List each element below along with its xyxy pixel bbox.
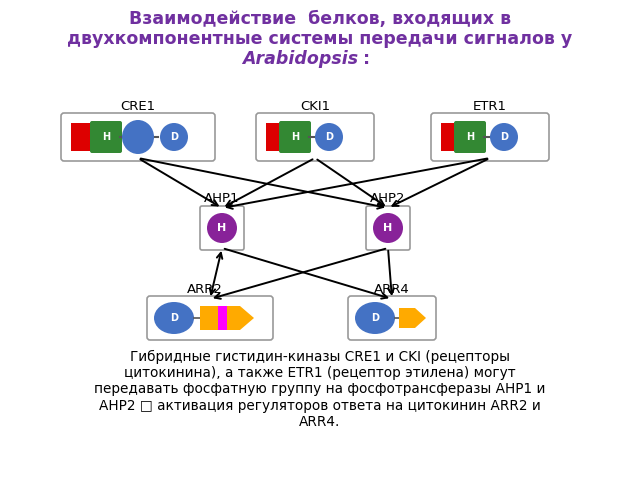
Text: Взаимодействие  белков, входящих в: Взаимодействие белков, входящих в	[129, 10, 511, 28]
Polygon shape	[415, 308, 426, 328]
FancyBboxPatch shape	[348, 296, 436, 340]
Text: AHP1: AHP1	[204, 192, 240, 205]
FancyBboxPatch shape	[256, 113, 374, 161]
Bar	[218, 306, 227, 330]
FancyBboxPatch shape	[61, 113, 215, 161]
Ellipse shape	[373, 213, 403, 243]
Ellipse shape	[160, 123, 188, 151]
FancyBboxPatch shape	[147, 296, 273, 340]
Bar	[441, 123, 469, 151]
Text: H: H	[466, 132, 474, 142]
Ellipse shape	[315, 123, 343, 151]
Text: AHP2: AHP2	[371, 192, 406, 205]
Text: Гибридные гистидин-киназы CRE1 и CKI (рецепторы
цитокинина), а также ETR1 (рецеп: Гибридные гистидин-киназы CRE1 и CKI (ре…	[94, 350, 546, 429]
Text: двухкомпонентные системы передачи сигналов у: двухкомпонентные системы передачи сигнал…	[67, 30, 573, 48]
FancyBboxPatch shape	[90, 121, 122, 153]
Bar	[399, 308, 415, 328]
FancyBboxPatch shape	[279, 121, 311, 153]
Bar	[200, 306, 240, 330]
Text: ETR1: ETR1	[473, 100, 507, 113]
Bar	[71, 123, 99, 151]
Text: D: D	[371, 313, 379, 323]
FancyBboxPatch shape	[200, 206, 244, 250]
Text: D: D	[170, 313, 178, 323]
Ellipse shape	[154, 302, 194, 334]
Text: H: H	[291, 132, 299, 142]
Text: D: D	[170, 132, 178, 142]
FancyBboxPatch shape	[431, 113, 549, 161]
Text: ARR4: ARR4	[374, 283, 410, 296]
Text: H: H	[383, 223, 392, 233]
Bar	[266, 123, 294, 151]
Text: CRE1: CRE1	[120, 100, 156, 113]
FancyBboxPatch shape	[454, 121, 486, 153]
Text: Arabidopsis: Arabidopsis	[242, 50, 358, 68]
Text: D: D	[500, 132, 508, 142]
Ellipse shape	[355, 302, 395, 334]
Ellipse shape	[122, 120, 154, 154]
Ellipse shape	[207, 213, 237, 243]
Polygon shape	[240, 306, 254, 330]
Text: H: H	[218, 223, 227, 233]
FancyBboxPatch shape	[366, 206, 410, 250]
Text: H: H	[102, 132, 110, 142]
Text: ARR2: ARR2	[187, 283, 223, 296]
Text: CKI1: CKI1	[300, 100, 330, 113]
Text: D: D	[325, 132, 333, 142]
Text: :: :	[363, 50, 370, 68]
Ellipse shape	[490, 123, 518, 151]
